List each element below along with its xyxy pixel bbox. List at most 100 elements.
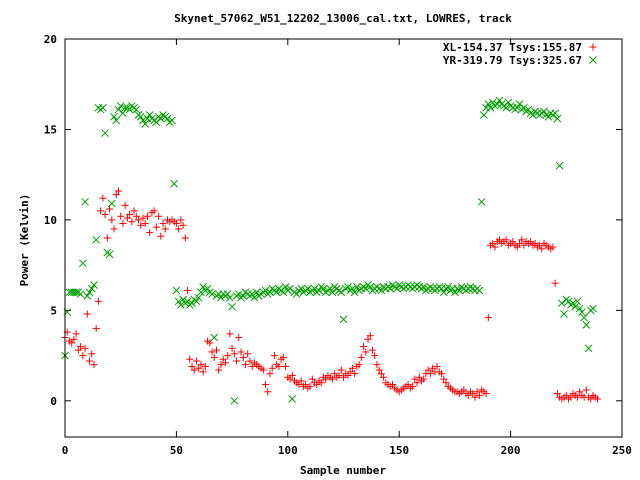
data-point <box>444 282 453 291</box>
data-point <box>502 103 510 112</box>
data-point <box>303 284 312 293</box>
data-point <box>389 381 397 389</box>
data-point <box>156 114 165 123</box>
data-point <box>78 259 87 268</box>
data-point <box>306 382 314 390</box>
data-point <box>471 393 479 401</box>
data-point <box>181 234 189 242</box>
data-point <box>210 333 219 342</box>
data-point <box>105 250 114 259</box>
x-tick-label: 50 <box>170 444 183 457</box>
data-point <box>119 109 127 118</box>
data-point <box>210 353 218 361</box>
data-point <box>161 225 169 233</box>
data-point <box>355 361 363 369</box>
data-point <box>184 286 192 294</box>
data-point <box>239 292 248 300</box>
data-point <box>495 96 504 105</box>
data-point <box>145 111 154 119</box>
data-point <box>509 238 517 246</box>
data-point <box>197 361 205 369</box>
series-yr <box>61 96 597 405</box>
data-point <box>177 216 185 224</box>
data-point <box>366 332 374 340</box>
data-point <box>266 288 274 297</box>
data-point <box>582 320 591 329</box>
data-point <box>357 353 365 361</box>
data-point <box>549 243 557 251</box>
data-point <box>139 214 147 222</box>
data-point <box>81 197 89 206</box>
data-point <box>328 375 336 383</box>
x-axis-label: Sample number <box>300 464 386 477</box>
data-point <box>571 302 580 311</box>
data-point <box>531 239 539 247</box>
data-point <box>344 282 352 291</box>
data-point <box>241 361 249 369</box>
data-point <box>553 390 561 398</box>
data-point <box>159 220 167 228</box>
data-point <box>228 344 236 352</box>
data-point <box>502 236 510 244</box>
data-point <box>86 357 94 365</box>
data-point <box>279 353 287 361</box>
data-point <box>516 239 524 247</box>
legend-label: XL-154.37 Tsys:155.87 <box>443 41 582 54</box>
data-point <box>288 395 297 403</box>
data-point <box>580 313 588 322</box>
legend-marker <box>589 56 597 64</box>
x-tick-label: 150 <box>389 444 409 457</box>
data-point <box>439 288 448 297</box>
data-point <box>235 334 243 341</box>
data-point <box>557 299 566 307</box>
data-point <box>110 112 118 121</box>
data-point <box>107 199 116 208</box>
data-point <box>286 284 294 293</box>
data-point <box>74 346 82 354</box>
data-point <box>551 279 559 287</box>
data-point <box>234 290 243 298</box>
data-point <box>282 362 290 370</box>
data-point <box>524 105 533 114</box>
data-point <box>538 245 546 253</box>
data-point <box>121 103 130 112</box>
y-tick-label: 15 <box>44 123 57 136</box>
data-point <box>460 386 468 394</box>
data-point <box>393 284 401 293</box>
data-point <box>264 388 272 396</box>
data-point <box>491 243 499 251</box>
data-point <box>351 370 359 378</box>
data-point <box>99 194 107 202</box>
data-point <box>520 103 528 112</box>
data-point <box>375 366 383 374</box>
data-point <box>582 386 590 394</box>
data-point <box>157 232 165 240</box>
data-point <box>567 393 575 401</box>
data-point <box>331 370 339 378</box>
data-point <box>551 109 560 118</box>
data-point <box>136 112 145 121</box>
data-point <box>377 370 385 378</box>
data-point <box>560 310 568 318</box>
data-point <box>409 382 417 390</box>
data-point <box>477 197 486 206</box>
data-point <box>495 236 503 244</box>
data-point <box>279 288 288 297</box>
data-point <box>270 352 278 360</box>
data-point <box>101 129 109 137</box>
data-point <box>451 288 459 297</box>
data-point <box>310 284 319 293</box>
data-point <box>230 350 238 358</box>
data-point <box>224 352 232 360</box>
data-point <box>117 212 125 220</box>
y-axis-label: Power (Kelvin) <box>18 194 31 287</box>
data-point <box>170 179 179 188</box>
data-point <box>275 362 283 370</box>
data-point <box>177 301 185 309</box>
data-point <box>513 243 521 251</box>
data-point <box>237 348 245 356</box>
data-point <box>119 220 127 228</box>
data-point <box>199 368 207 376</box>
data-point <box>419 282 428 291</box>
